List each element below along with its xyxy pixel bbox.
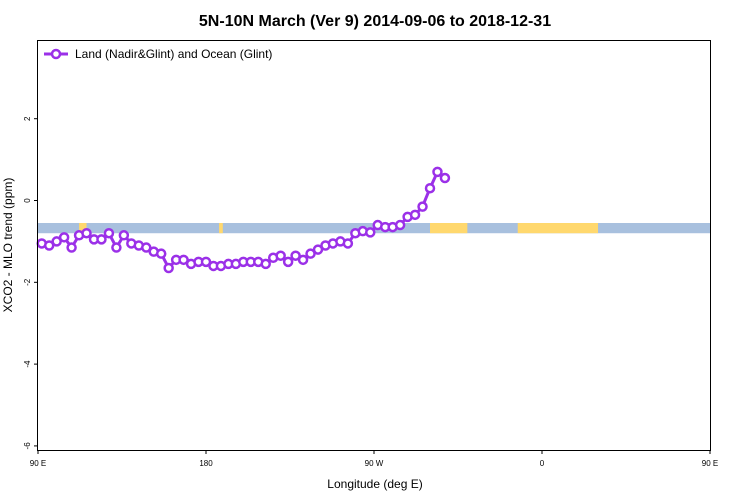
data-point: [260, 258, 271, 270]
data-point: [111, 242, 122, 253]
data-point: [118, 230, 130, 241]
data-point: [141, 242, 152, 253]
x-axis: 90 E 180 90 W 0 90 E: [30, 450, 718, 468]
land-segment: [517, 223, 598, 234]
data-point: [290, 250, 301, 261]
x-tick-label: 180: [199, 459, 213, 468]
data-point: [66, 242, 77, 253]
y-tick-label: -6: [23, 442, 32, 450]
data-point: [178, 254, 189, 266]
x-tick-label: 0: [540, 459, 545, 468]
land-segment: [430, 223, 468, 234]
data-point: [103, 227, 115, 239]
data-point: [58, 232, 70, 243]
data-point: [275, 250, 286, 261]
data-point: [51, 236, 62, 247]
data-point: [312, 244, 324, 255]
legend-label: Land (Nadir&Glint) and Ocean (Glint): [75, 47, 272, 61]
data-point: [305, 248, 316, 259]
series-layer: [36, 166, 451, 274]
y-tick-label: -4: [23, 360, 32, 368]
chart-title: 5N-10N March (Ver 9) 2014-09-06 to 2018-…: [199, 13, 551, 30]
data-point: [155, 248, 167, 259]
y-tick-label: 0: [23, 198, 32, 203]
series-line: [41, 170, 446, 270]
data-point: [297, 254, 309, 266]
data-point: [432, 166, 443, 178]
y-axis-label: XCO2 - MLO trend (ppm): [1, 178, 15, 313]
y-axis: 2 0 -2 -4 -6: [23, 116, 38, 450]
data-point: [417, 201, 428, 212]
data-point: [409, 209, 421, 221]
data-point: [96, 234, 107, 245]
x-axis-label: Longitude (deg E): [327, 477, 422, 491]
land-segment: [79, 223, 87, 234]
data-point: [394, 219, 406, 231]
data-point: [163, 262, 174, 274]
land-segment: [219, 223, 223, 234]
x-tick-label: 90 W: [365, 459, 384, 468]
data-point: [342, 238, 354, 249]
data-point: [439, 172, 451, 184]
data-point: [282, 256, 294, 268]
data-point: [200, 256, 212, 268]
data-point: [43, 240, 55, 251]
x-tick-label: 90 E: [702, 459, 718, 468]
data-point: [424, 182, 436, 194]
data-point: [365, 227, 376, 238]
y-tick-label: -2: [23, 278, 32, 286]
x-tick-label: 90 E: [30, 459, 46, 468]
legend-marker: [50, 48, 62, 60]
data-point: [81, 227, 92, 239]
legend: Land (Nadir&Glint) and Ocean (Glint): [44, 47, 272, 61]
y-tick-label: 2: [23, 116, 32, 121]
